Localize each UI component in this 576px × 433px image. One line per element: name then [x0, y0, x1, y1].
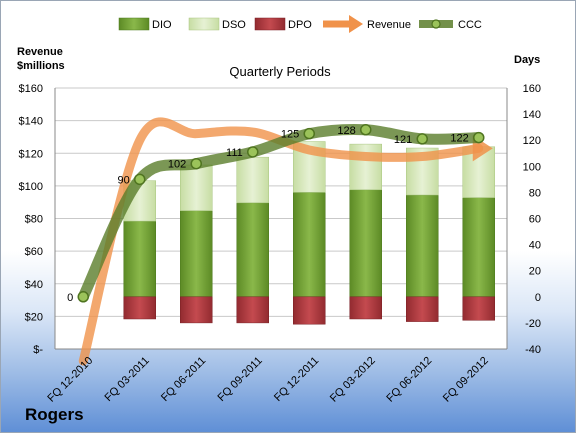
left-tick-label: $80 [25, 214, 43, 226]
dpo-bar [180, 296, 213, 324]
dpo-bar [293, 296, 326, 325]
dso-bar [349, 143, 382, 191]
ccc-point [416, 133, 428, 145]
ccc-point [190, 157, 202, 170]
dpo-bar [462, 296, 495, 321]
plot-area: $- $20 $40 $60 $80 $100 $120 $140 $160 -40 -20 0 20 4… [19, 83, 541, 405]
left-axis-title-line1: Revenue [17, 46, 63, 58]
left-tick-label: $60 [25, 246, 43, 258]
legend-label: Revenue [367, 19, 411, 31]
ccc-data-label: 0 [67, 292, 73, 304]
dpo-bar [349, 296, 382, 320]
company-name: Rogers [25, 405, 84, 424]
ccc-data-label: 122 [450, 133, 468, 145]
right-axis-title: Days [514, 54, 540, 66]
left-tick-label: $- [33, 344, 43, 356]
ccc-data-label: 111 [226, 147, 243, 159]
ccc-point [303, 127, 315, 140]
dio-bar [123, 220, 156, 298]
ccc-data-label: 125 [281, 129, 299, 141]
ccc-point [473, 131, 485, 144]
dio-bar [180, 210, 213, 298]
ccc-data-label: 121 [394, 134, 412, 146]
legend-label: CCC [458, 19, 482, 31]
right-tick-label: 140 [523, 109, 541, 121]
legend-marker [431, 19, 441, 29]
right-tick-label: 80 [529, 187, 541, 199]
ccc-data-label: 128 [337, 125, 355, 137]
category-label: FQ 12-2010 [45, 355, 95, 405]
right-tick-label: 60 [529, 214, 541, 226]
left-tick-label: $20 [25, 311, 43, 323]
category-label: FQ 12-2011 [272, 355, 321, 404]
left-tick-label: $100 [19, 181, 43, 193]
ccc-point [134, 173, 146, 186]
right-tick-label: 0 [535, 292, 541, 304]
right-tick-label: 160 [523, 83, 541, 95]
dio-bar [236, 202, 269, 298]
left-axis-title-line2: $millions [17, 60, 65, 72]
ccc-point [360, 124, 372, 136]
legend-swatch [188, 17, 220, 31]
left-tick-label: $40 [25, 279, 43, 291]
right-tick-label: 100 [523, 161, 541, 173]
dso-bar [180, 164, 213, 211]
dso-bar [236, 156, 269, 204]
ccc-point [247, 146, 259, 158]
dpo-bar [236, 296, 269, 324]
dio-bar [462, 197, 495, 298]
legend-label: DIO [152, 19, 172, 31]
legend-label: DSO [222, 19, 246, 31]
right-tick-label: -20 [525, 318, 541, 330]
category-label: FQ 09-2011 [215, 355, 264, 404]
legend-arrowhead [349, 15, 363, 33]
right-tick-label: 120 [523, 135, 541, 147]
category-label: FQ 06-2012 [384, 355, 434, 405]
left-tick-label: $140 [19, 116, 43, 128]
right-tick-label: -40 [525, 344, 541, 356]
dio-bar [349, 189, 382, 298]
dpo-bar [123, 296, 156, 320]
legend-swatch [118, 17, 150, 31]
legend-label: DPO [288, 19, 312, 31]
left-tick-label: $160 [19, 83, 43, 95]
ccc-data-label: 90 [118, 174, 130, 186]
category-label: FQ 03-2011 [102, 355, 151, 404]
dpo-bar [406, 296, 439, 322]
revenue-line [78, 117, 484, 366]
ccc-data-label: 102 [168, 159, 186, 171]
category-label: FQ 03-2012 [328, 355, 378, 405]
right-tick-label: 20 [529, 266, 541, 278]
legend-swatch [254, 17, 286, 31]
category-label: FQ 06-2011 [159, 355, 208, 404]
category-label: FQ 09-2012 [441, 355, 491, 405]
dio-bar [406, 194, 439, 298]
left-tick-label: $120 [19, 148, 43, 160]
dio-bar [293, 192, 326, 298]
chart-title: Quarterly Periods [229, 64, 331, 79]
legend: DIO DSO DPO Revenue CCC [118, 15, 482, 33]
right-tick-label: 40 [529, 240, 541, 252]
ccc-point [77, 291, 89, 303]
